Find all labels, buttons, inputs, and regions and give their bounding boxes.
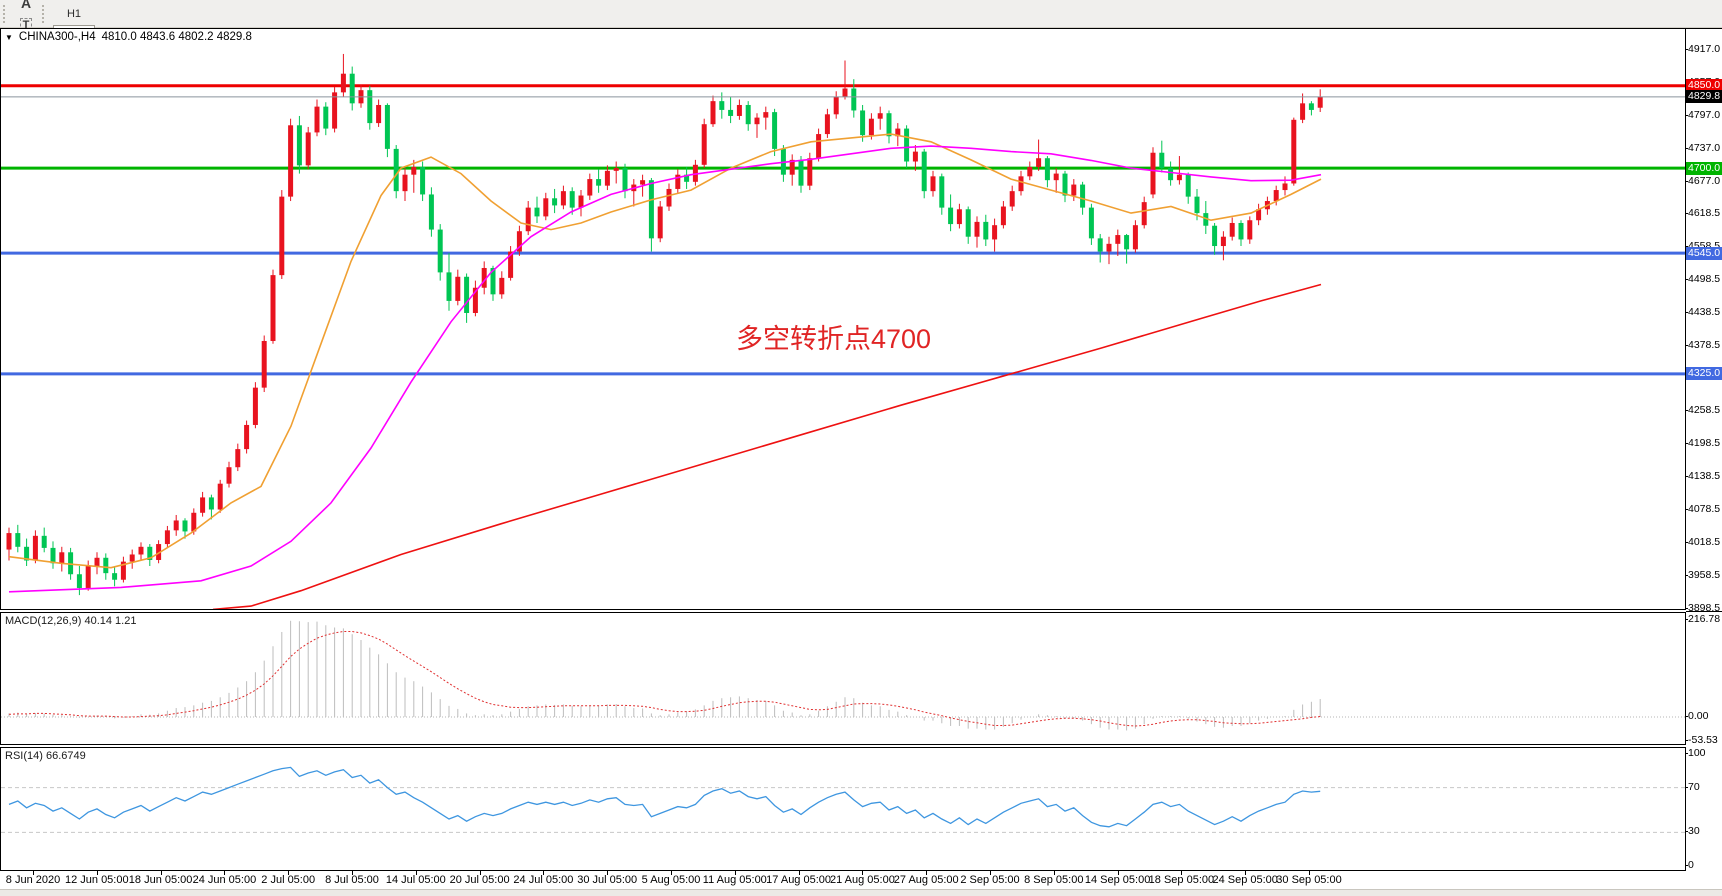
price-tick-label: 4198.5	[1684, 437, 1721, 450]
time-axis-label: 11 Aug 05:00	[702, 874, 767, 886]
timeframe-group-drag-handle[interactable]	[42, 4, 49, 23]
time-axis-label: 24 Jul 05:00	[513, 874, 574, 886]
time-tick	[671, 871, 672, 875]
level-price-badge: 4700.0	[1686, 161, 1722, 175]
macd-tick-label: -53.53	[1685, 733, 1718, 746]
toolbar-drag-handle[interactable]	[3, 4, 10, 23]
label-a-tool-icon[interactable]: A	[20, 0, 32, 11]
rsi-canvas[interactable]	[1, 748, 1685, 870]
macd-axis[interactable]: 216.78 0.00 -53.53	[1684, 612, 1722, 746]
time-tick	[607, 871, 609, 875]
macd-tick-label: 216.78	[1684, 612, 1721, 625]
current-price-badge: 4829.8	[1686, 90, 1722, 104]
time-axis-label: 24 Jun 05:00	[192, 874, 257, 886]
time-tick	[479, 871, 481, 875]
time-axis-label: 8 Jul 05:00	[325, 874, 379, 886]
time-tick	[1117, 871, 1119, 875]
time-axis-label: 30 Jul 05:00	[577, 874, 638, 886]
price-tick-label: 4917.0	[1684, 43, 1721, 55]
price-tick-label: 3898.5	[1684, 602, 1721, 614]
price-tick-label: 3958.5	[1684, 569, 1721, 582]
macd-tick-label: 0.00	[1684, 710, 1709, 722]
rsi-tick-label: 70	[1685, 780, 1700, 793]
time-axis-label: 8 Sep 05:00	[1024, 874, 1084, 886]
time-tick	[96, 871, 98, 875]
main-chart-canvas[interactable]: 多空转折点4700	[1, 29, 1685, 611]
rsi-panel: RSI(14) 66.6749	[0, 747, 1686, 871]
time-axis-label: 8 Jun 2020	[5, 874, 61, 886]
time-axis[interactable]: 8 Jun 2020 12 Jun 05:00 18 Jun 05:00 24 Jun…	[0, 871, 1686, 889]
rsi-axis[interactable]: 100 70 30 0	[1685, 747, 1722, 871]
time-tick	[926, 871, 928, 875]
rsi-tick-label: 30	[1685, 825, 1700, 838]
time-axis-label: 2 Sep 05:00	[960, 874, 1020, 886]
price-tick-label: 4438.5	[1684, 305, 1721, 318]
price-tick-label: 4498.5	[1684, 272, 1721, 285]
time-tick	[224, 871, 226, 875]
time-tick	[862, 871, 864, 875]
time-axis-label: 18 Jun 05:00	[128, 874, 193, 886]
macd-canvas[interactable]	[1, 613, 1685, 744]
level-price-badge: 4545.0	[1686, 246, 1722, 260]
main-chart-panel: ▼ CHINA300-,H4 4810.0 4843.6 4802.2 4829…	[0, 28, 1686, 611]
price-axis[interactable]: 4917.04857.04797.04737.04677.04618.54558…	[1684, 28, 1722, 614]
time-tick	[1181, 871, 1183, 875]
price-tick-label: 4677.0	[1684, 174, 1721, 187]
time-tick	[734, 871, 736, 875]
time-axis-label: 27 Aug 05:00	[893, 874, 959, 886]
rsi-tick-label: 100	[1685, 747, 1706, 759]
toolbar: FAT⇅▾ M1M5M15M30H1H4D1W1MN	[0, 0, 1722, 108]
time-tick	[990, 871, 991, 875]
time-axis-label: 14 Jul 05:00	[385, 874, 446, 886]
rsi-label: RSI(14) 66.6749	[5, 750, 86, 762]
time-tick	[160, 871, 162, 875]
time-axis-label: 21 Aug 05:00	[829, 874, 895, 886]
macd-label: MACD(12,26,9) 40.14 1.21	[5, 615, 137, 627]
chart-ohlc-values: 4810.0 4843.6 4802.2 4829.8	[101, 31, 252, 43]
time-tick	[543, 871, 545, 875]
time-axis-label: 12 Jun 05:00	[64, 874, 129, 886]
time-tick	[288, 871, 290, 875]
rsi-tick-label: 0	[1685, 859, 1694, 871]
price-tick-label: 4078.5	[1684, 503, 1721, 516]
timeframe-button-h1[interactable]: H1	[66, 7, 82, 20]
time-axis-label: 17 Aug 05:00	[766, 874, 832, 886]
price-tick-label: 4737.0	[1684, 141, 1721, 154]
time-axis-label: 14 Sep 05:00	[1084, 874, 1151, 886]
price-tick-label: 4258.5	[1684, 404, 1721, 417]
time-tick	[33, 871, 34, 875]
macd-panel: MACD(12,26,9) 40.14 1.21	[0, 612, 1686, 745]
price-tick-label: 4138.5	[1684, 470, 1721, 483]
time-tick	[415, 871, 417, 875]
time-axis-label: 24 Sep 05:00	[1212, 874, 1278, 886]
price-tick-label: 4018.5	[1684, 536, 1721, 549]
time-axis-label: 20 Jul 05:00	[449, 874, 510, 886]
level-price-badge: 4850.0	[1686, 79, 1722, 93]
time-tick	[798, 871, 800, 875]
chart-title: ▼ CHINA300-,H4 4810.0 4843.6 4802.2 4829…	[5, 31, 252, 43]
chart-annotation-text[interactable]: 多空转折点4700	[736, 324, 931, 354]
time-tick	[352, 871, 353, 875]
time-tick	[1245, 871, 1247, 875]
time-axis-label: 18 Sep 05:00	[1148, 874, 1215, 886]
price-tick-label: 4618.5	[1684, 206, 1721, 219]
price-tick-label: 4378.5	[1684, 338, 1721, 351]
time-axis-label: 30 Sep 05:00	[1276, 874, 1342, 886]
collapse-marker-icon[interactable]: ▼	[5, 32, 13, 42]
time-tick	[1053, 871, 1055, 875]
time-axis-label: 5 Aug 05:00	[641, 874, 701, 886]
chart-symbol-period: CHINA300-,H4	[18, 31, 96, 43]
time-tick	[1309, 871, 1310, 875]
status-strip	[0, 889, 1722, 896]
level-price-badge: 4325.0	[1686, 367, 1722, 381]
time-axis-label: 2 Jul 05:00	[261, 874, 316, 886]
price-tick-label: 4797.0	[1684, 108, 1721, 121]
